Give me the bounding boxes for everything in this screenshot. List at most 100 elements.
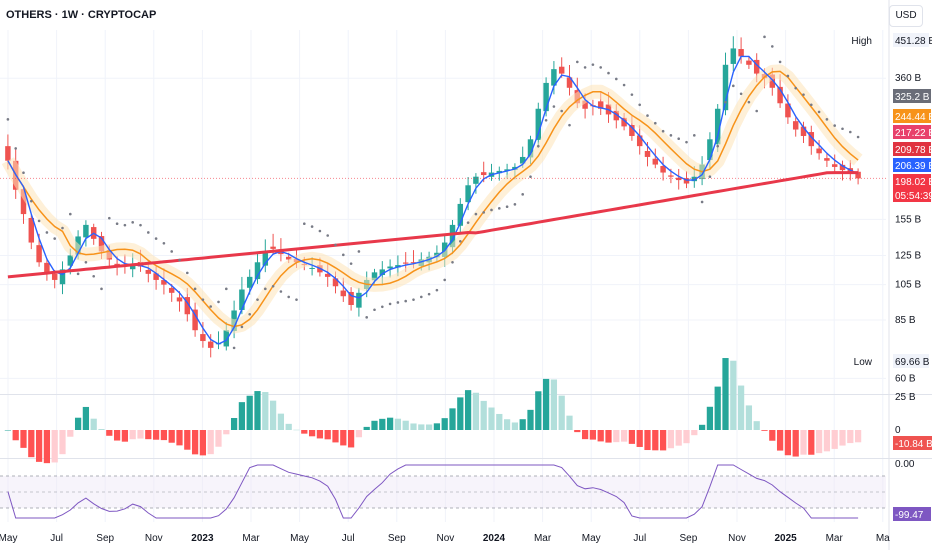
histogram-bar [769,430,776,441]
candle-body [707,139,713,161]
histogram-bar [43,430,51,464]
sar-dot [849,130,852,134]
histogram-bar [347,430,355,448]
price-label-box [893,174,931,188]
price-label-box [893,89,931,103]
candle-body [746,60,752,65]
sar-dot [443,278,447,282]
y-tick-label: 155 B [895,214,921,225]
histogram-value-box [893,436,932,450]
candle-body [855,171,861,179]
histogram-bar [449,408,456,430]
candle-body [753,59,760,74]
histogram-bar [215,430,222,447]
price-label: 69.66 B [895,357,930,368]
price-label: 217.22 B [895,128,932,139]
histogram-bar [652,430,659,451]
sar-dot [654,121,657,125]
sar-dot [357,250,361,253]
sar-dot [498,207,501,210]
candle-body [831,164,838,167]
histogram-bar [776,430,784,451]
candle-body [223,330,230,347]
histogram-bar [293,429,300,431]
candle-body [254,262,261,280]
histogram-bar [800,430,807,455]
sar-dot [435,288,439,292]
histogram-bar [464,390,472,430]
x-tick-label: Nov [145,533,163,544]
sar-dot [505,205,509,209]
histogram-bar [620,430,628,442]
x-tick-label: Nov [437,533,455,544]
candle-body [582,100,588,109]
candle-body [59,269,66,285]
histogram-bar [28,430,35,458]
histogram-bar [441,418,448,430]
sar-dot [108,216,111,220]
candle-body [769,74,776,88]
sar-dot [209,305,212,308]
histogram-bar [691,430,698,436]
sar-dot [264,287,267,291]
candle-body [558,66,565,74]
sar-dot [638,103,641,107]
histogram-bar [542,378,550,430]
histogram-bar [550,379,558,430]
candle-body [722,64,729,111]
histogram-bar [698,424,706,430]
histogram-bar [340,430,347,446]
sar-dot [326,234,330,237]
candle-body [566,77,573,88]
candle-body [683,178,690,184]
x-tick-label: Nov [728,533,746,544]
histogram-bar [191,430,199,455]
candle-body [98,236,105,252]
candle-body [519,156,526,164]
candle-body [285,256,292,260]
sar-dot [700,200,704,204]
candle-body [44,262,50,274]
price-label-box [893,33,929,47]
sar-dot [22,171,25,175]
histogram-bar [839,430,846,446]
sar-dot [529,175,532,178]
histogram-bar [675,430,682,446]
candle-body [168,287,175,293]
sar-dot [365,316,369,319]
histogram-bar [714,386,721,430]
price-label: 244.44 B [895,112,932,123]
sar-dot [240,325,244,329]
histogram-bar [301,430,308,434]
histogram-bar [51,430,58,463]
x-tick-label: May [290,533,309,544]
sar-dot [131,221,134,224]
price-label-box [893,158,931,172]
x-tick-label: May [0,533,17,544]
candle-body [800,126,807,136]
x-tick-label: Jul [633,533,646,544]
sar-dot [841,127,844,131]
sar-dot [225,287,228,291]
x-tick-label: Sep [680,533,698,544]
candle-body [691,176,698,182]
candle-body [824,158,830,161]
histogram-bar [152,430,160,440]
sar-dot [279,290,283,293]
sar-dot [521,193,524,196]
sar-dot [771,45,774,48]
histogram-bar [730,360,737,430]
candle-body [28,217,35,243]
price-label-box [893,354,929,368]
oscillator-line [7,464,859,519]
histogram-bar [667,430,675,449]
histogram-bar [332,430,339,443]
candle-body [356,292,362,308]
candle-body [145,269,152,274]
histogram-bar [659,430,667,451]
candle-body [738,49,744,57]
histogram-bar [98,429,105,430]
candle-body [652,158,659,165]
candle-body [730,48,737,64]
